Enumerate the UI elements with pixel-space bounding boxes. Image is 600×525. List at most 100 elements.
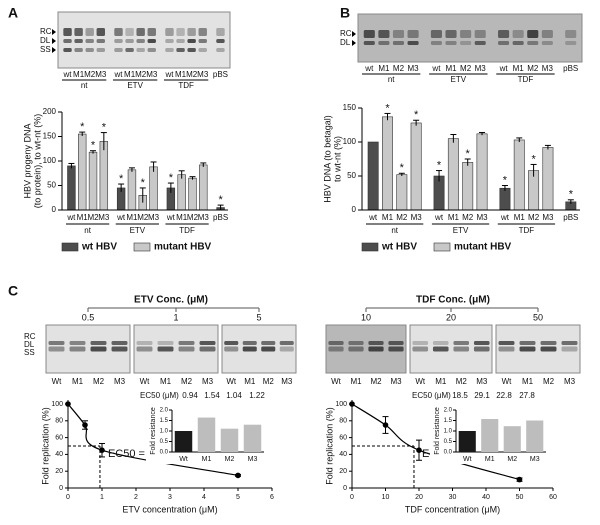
- blot-band: [453, 346, 470, 352]
- blot-band: [261, 341, 276, 345]
- lane-label: M3: [197, 70, 209, 79]
- panel-label: B: [340, 5, 350, 21]
- bar: [99, 141, 109, 211]
- blot-band: [378, 30, 390, 38]
- significance-mark: *: [400, 162, 405, 174]
- band-label: DL: [340, 38, 351, 47]
- legend-label: wt HBV: [81, 242, 117, 253]
- group-label: nt: [84, 226, 91, 235]
- bar: [67, 165, 76, 211]
- blot-band: [407, 41, 419, 45]
- x-tick-label: M3: [530, 456, 540, 463]
- x-tick-label: M1: [176, 213, 188, 222]
- legend-label: wt HBV: [381, 242, 417, 253]
- significance-mark: *: [102, 121, 107, 133]
- bar: [410, 122, 422, 211]
- blot-band: [224, 341, 239, 345]
- x-tick-label: 40: [482, 494, 490, 501]
- bar: [127, 169, 137, 211]
- significance-mark: *: [119, 173, 124, 185]
- lane-label: M3: [390, 377, 402, 386]
- blot-image: [495, 324, 581, 374]
- blot-band: [279, 341, 294, 345]
- group-label: nt: [81, 81, 88, 90]
- blot-band: [378, 41, 390, 45]
- significance-mark: *: [466, 148, 471, 160]
- band-arrow: [52, 29, 56, 35]
- x-tick-label: wt: [66, 213, 76, 222]
- x-tick-label: pBS: [213, 213, 228, 222]
- band-label: SS: [24, 348, 35, 357]
- blot-band: [147, 48, 156, 52]
- x-tick-label: 30: [449, 494, 457, 501]
- y-axis-label: Fold replication (%): [40, 407, 50, 485]
- blot-band: [96, 39, 105, 43]
- blot-band: [147, 28, 156, 36]
- blot-band: [199, 341, 216, 345]
- blot-band: [565, 30, 577, 38]
- y-tick-label: 0.0: [444, 450, 453, 456]
- x-tick-label: 6: [270, 494, 274, 501]
- blot-band: [69, 346, 86, 352]
- lane-label: M1: [435, 377, 447, 386]
- lane-label: Wt: [226, 377, 237, 386]
- blot-band: [363, 41, 375, 45]
- blot-band: [541, 41, 553, 45]
- bar: [149, 166, 158, 211]
- y-tick-label: 1.5: [160, 418, 169, 424]
- blot-band: [392, 30, 405, 38]
- y-tick-label: 60: [55, 434, 63, 441]
- blot-band: [388, 341, 404, 345]
- data-point: [516, 476, 523, 483]
- legend-swatch: [433, 242, 451, 252]
- blot-band: [187, 39, 196, 43]
- blot-band: [473, 341, 490, 345]
- bar: [476, 133, 488, 211]
- x-tick-label: M2: [187, 213, 199, 222]
- lane-label: wt: [164, 70, 174, 79]
- blot-band: [412, 346, 429, 352]
- lane-label: M1: [124, 70, 136, 79]
- x-tick-label: 20: [415, 494, 423, 501]
- y-tick-label: 40: [339, 451, 347, 458]
- lane-label: M2: [527, 64, 539, 73]
- conc-label: 20: [446, 312, 456, 322]
- x-tick-label: M2: [507, 456, 517, 463]
- lane-label: M1: [522, 377, 534, 386]
- lane-label: Wt: [140, 377, 151, 386]
- lane-label: Wt: [415, 377, 426, 386]
- bar: [188, 177, 197, 211]
- bar: [88, 151, 98, 211]
- blot-band: [498, 341, 515, 345]
- panel-label: C: [8, 283, 18, 299]
- blot-band: [512, 41, 524, 45]
- blot-band: [541, 30, 553, 38]
- band-label: RC: [40, 27, 52, 36]
- data-point: [382, 422, 389, 428]
- blot-band: [85, 39, 94, 43]
- blot-band: [540, 346, 557, 352]
- blot-band: [114, 39, 123, 43]
- x-tick-label: wt: [500, 213, 510, 222]
- significance-mark: *: [91, 140, 96, 152]
- lane-label: M3: [408, 64, 420, 73]
- blot-band: [125, 48, 134, 52]
- lane-label: M1: [73, 70, 85, 79]
- blot-band: [187, 28, 196, 36]
- lane-label: M2: [84, 70, 96, 79]
- blot-band: [453, 341, 470, 345]
- y-tick-label: 0: [52, 205, 57, 214]
- blot-band: [147, 39, 156, 43]
- blot-band: [176, 28, 185, 36]
- blot-band: [279, 346, 294, 352]
- group-label: TDF: [179, 226, 195, 235]
- group-label: ETV: [130, 226, 146, 235]
- ec50-label: EC50 (μM): [412, 391, 451, 400]
- blot-band: [242, 341, 257, 345]
- band-label: DL: [40, 36, 51, 45]
- lane-label: M2: [263, 377, 275, 386]
- y-axis-label: Fold resistance: [434, 407, 441, 455]
- blot-band: [63, 48, 72, 52]
- bar: [526, 420, 544, 452]
- blot-band: [74, 28, 83, 36]
